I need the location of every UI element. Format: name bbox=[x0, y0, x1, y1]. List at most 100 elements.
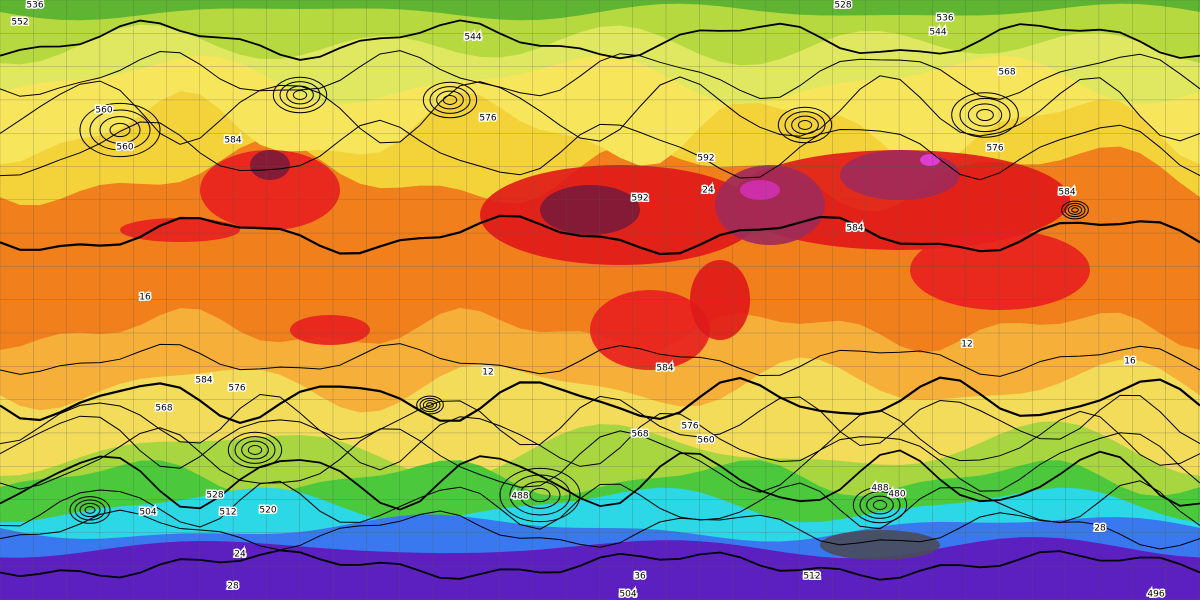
contour-line bbox=[0, 343, 1200, 377]
contour-ring bbox=[1071, 207, 1079, 213]
contour-label: 536 bbox=[26, 1, 43, 11]
contour-line bbox=[0, 50, 1200, 100]
contour-label: 544 bbox=[929, 28, 946, 38]
contour-label: 584 bbox=[195, 376, 212, 386]
contour-ring bbox=[791, 115, 819, 135]
contour-ring bbox=[1064, 202, 1086, 218]
contour-ring bbox=[499, 467, 581, 523]
contour-label: 576 bbox=[479, 114, 496, 124]
contour-ring bbox=[247, 445, 263, 455]
contour-label: 584 bbox=[846, 224, 863, 234]
contour-line bbox=[0, 119, 1200, 181]
contour-label: 12 bbox=[961, 340, 972, 350]
field-patch bbox=[820, 530, 940, 560]
contour-ring bbox=[859, 491, 901, 519]
contour-ring bbox=[79, 102, 161, 158]
contour-ring bbox=[951, 92, 1019, 138]
field-patch bbox=[690, 260, 750, 340]
contour-label: 24 bbox=[234, 550, 246, 560]
contour-label: 16 bbox=[139, 293, 151, 303]
contour-ring bbox=[227, 431, 283, 469]
contour-label: 528 bbox=[834, 1, 851, 11]
height-contours bbox=[0, 19, 1200, 581]
field-patch bbox=[250, 150, 290, 180]
contour-label: 560 bbox=[116, 143, 133, 153]
contour-label: 504 bbox=[619, 590, 636, 600]
contour-ring bbox=[436, 90, 464, 110]
contour-ring bbox=[422, 400, 438, 410]
contour-line bbox=[0, 509, 1200, 551]
contour-ring bbox=[292, 90, 308, 100]
contour-ring bbox=[1067, 205, 1083, 215]
contour-ring bbox=[797, 120, 813, 130]
contour-label: 16 bbox=[1124, 357, 1136, 367]
field-patch bbox=[740, 180, 780, 200]
contour-ring bbox=[426, 402, 434, 408]
contour-ring bbox=[416, 395, 444, 415]
contour-label: 520 bbox=[259, 506, 276, 516]
contour-line bbox=[0, 214, 1200, 256]
contour-line bbox=[0, 393, 1200, 447]
contour-label: 552 bbox=[11, 18, 28, 28]
contour-line bbox=[0, 75, 1200, 145]
contour-ring bbox=[784, 111, 826, 139]
field-patch bbox=[290, 315, 370, 345]
field-patch bbox=[200, 150, 340, 230]
contour-ring bbox=[84, 506, 96, 514]
contour-ring bbox=[509, 474, 571, 516]
contour-label: 528 bbox=[206, 491, 223, 501]
contour-line bbox=[0, 427, 1200, 493]
contour-line bbox=[0, 449, 1200, 511]
contour-ring bbox=[976, 108, 994, 122]
contour-ring bbox=[272, 76, 328, 114]
contour-ring bbox=[79, 502, 101, 518]
contour-label: 504 bbox=[139, 508, 156, 518]
contour-line bbox=[0, 549, 1200, 581]
contour-labels: 536 552 544 528 536 544 560 568 576 584 … bbox=[10, 0, 1166, 600]
contour-label: 592 bbox=[631, 194, 648, 204]
contour-label: 560 bbox=[95, 106, 112, 116]
contour-label: 24 bbox=[702, 186, 714, 196]
contour-ring bbox=[279, 81, 321, 109]
contour-label: 568 bbox=[155, 404, 172, 414]
contour-label: 592 bbox=[697, 154, 714, 164]
contour-ring bbox=[519, 481, 561, 509]
contour-ring bbox=[429, 86, 471, 114]
contour-label: 36 bbox=[634, 572, 646, 582]
contour-ring bbox=[69, 496, 111, 524]
contour-label: 576 bbox=[681, 422, 698, 432]
contour-line bbox=[0, 409, 1200, 471]
contour-ring bbox=[419, 397, 441, 413]
contour-label: 488 bbox=[511, 492, 528, 502]
contour-label: 496 bbox=[1147, 590, 1164, 600]
contour-ring bbox=[109, 122, 131, 138]
contour-ring bbox=[1061, 200, 1089, 220]
field-patch bbox=[590, 290, 710, 370]
field-patch bbox=[910, 230, 1090, 310]
contour-label: 560 bbox=[697, 436, 714, 446]
field-band bbox=[0, 537, 1200, 600]
contour-ring bbox=[959, 97, 1011, 133]
field-patch bbox=[540, 185, 640, 235]
field-band bbox=[0, 0, 1200, 21]
contour-ring bbox=[74, 499, 106, 521]
contour-label: 512 bbox=[803, 572, 820, 582]
field-patch bbox=[840, 150, 960, 200]
contour-ring bbox=[872, 500, 888, 510]
contour-label: 12 bbox=[482, 368, 493, 378]
contour-label: 28 bbox=[1094, 524, 1106, 534]
contour-label: 512 bbox=[219, 508, 236, 518]
field-patch bbox=[120, 218, 240, 242]
field-patch bbox=[920, 154, 940, 166]
contour-label: 576 bbox=[228, 384, 245, 394]
field-patch bbox=[715, 165, 825, 245]
contour-label: 584 bbox=[224, 136, 241, 146]
contour-label: 536 bbox=[936, 14, 953, 24]
contour-line bbox=[0, 376, 1200, 425]
contour-line bbox=[0, 19, 1200, 61]
contour-ring bbox=[529, 487, 551, 503]
contour-label: 488 bbox=[871, 484, 888, 494]
